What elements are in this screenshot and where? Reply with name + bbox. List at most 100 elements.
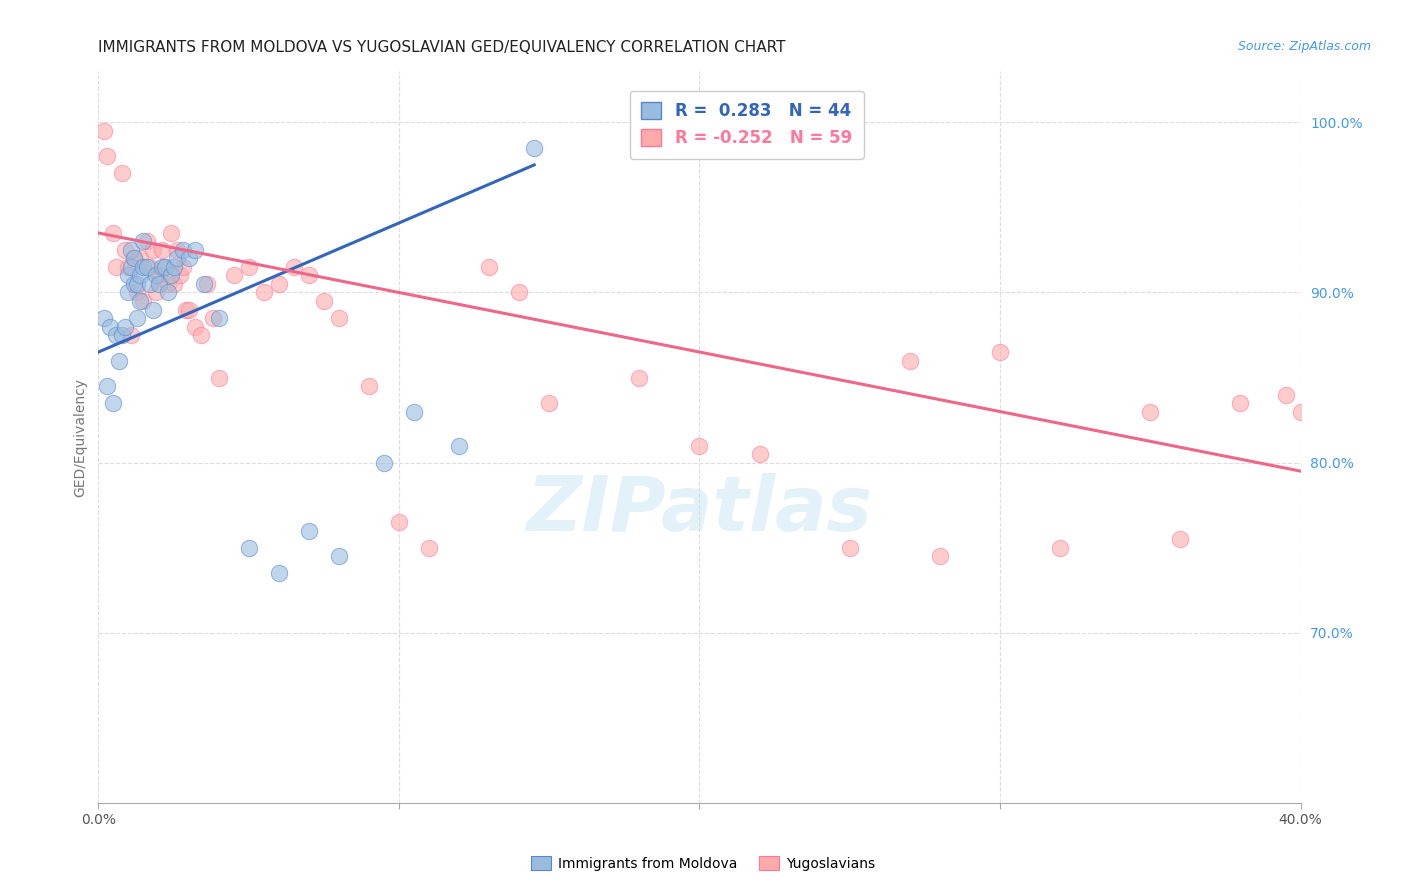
Point [141,243,163,257]
Point [103,226,125,240]
Point [156,285,179,300]
Point [988,345,1011,359]
Point [124,252,146,266]
Point [135,260,157,274]
Point [159,226,181,240]
Point [183,243,205,257]
Point [373,456,395,470]
Point [748,447,770,461]
Text: IMMIGRANTS FROM MOLDOVA VS YUGOSLAVIAN GED/EQUIVALENCY CORRELATION CHART: IMMIGRANTS FROM MOLDOVA VS YUGOSLAVIAN G… [98,40,786,55]
Point [388,515,411,529]
Point [177,302,200,317]
Point [145,285,167,300]
Point [208,370,231,384]
Point [328,549,350,563]
Point [838,541,860,555]
Point [121,328,143,343]
Point [132,293,155,308]
Point [267,277,290,291]
Point [127,277,149,291]
Point [150,243,173,257]
Point [162,277,184,291]
Point [103,396,125,410]
Point [523,141,546,155]
Point [105,328,128,343]
Point [1274,387,1296,401]
Point [127,285,149,300]
Point [1229,396,1251,410]
Point [193,277,215,291]
Point [174,302,197,317]
Point [114,243,136,257]
Point [111,166,134,180]
Point [177,252,200,266]
Point [124,252,146,266]
Legend: R =  0.283   N = 44, R = -0.252   N = 59: R = 0.283 N = 44, R = -0.252 N = 59 [630,91,863,159]
Point [1139,404,1161,418]
Point [148,277,170,291]
Point [190,328,212,343]
Point [153,260,176,274]
Point [135,235,157,249]
Point [538,396,561,410]
Point [111,328,134,343]
Point [121,260,143,274]
Point [898,353,921,368]
Point [132,235,155,249]
Point [689,439,711,453]
Point [267,566,290,581]
Point [93,124,115,138]
Point [105,260,128,274]
Point [298,268,321,283]
Point [312,293,335,308]
Point [195,277,218,291]
Point [238,541,260,555]
Point [357,379,380,393]
Point [929,549,952,563]
Point [172,243,194,257]
Point [628,370,651,384]
Point [508,285,530,300]
Point [166,243,188,257]
Point [148,268,170,283]
Point [238,260,260,274]
Point [145,268,167,283]
Point [108,353,131,368]
Point [141,302,163,317]
Point [121,243,143,257]
Point [418,541,440,555]
Point [478,260,501,274]
Point [183,319,205,334]
Point [201,311,224,326]
Point [96,379,118,393]
Point [253,285,276,300]
Point [447,439,470,453]
Point [138,277,160,291]
Text: ZIPatlas: ZIPatlas [526,474,873,547]
Point [129,293,152,308]
Point [100,319,122,334]
Y-axis label: GED/Equivalency: GED/Equivalency [73,377,87,497]
Point [124,277,146,291]
Point [117,285,139,300]
Point [172,260,194,274]
Point [283,260,305,274]
Point [156,277,179,291]
Point [208,311,231,326]
Text: Source: ZipAtlas.com: Source: ZipAtlas.com [1237,40,1371,54]
Point [150,260,173,274]
Point [298,524,321,538]
Point [153,260,176,274]
Point [1170,532,1192,546]
Point [159,268,181,283]
Point [129,252,152,266]
Point [132,260,155,274]
Point [328,311,350,326]
Point [169,268,191,283]
Point [222,268,245,283]
Point [129,268,152,283]
Point [1049,541,1071,555]
Point [117,268,139,283]
Point [138,260,160,274]
Legend: Immigrants from Moldova, Yugoslavians: Immigrants from Moldova, Yugoslavians [524,850,882,876]
